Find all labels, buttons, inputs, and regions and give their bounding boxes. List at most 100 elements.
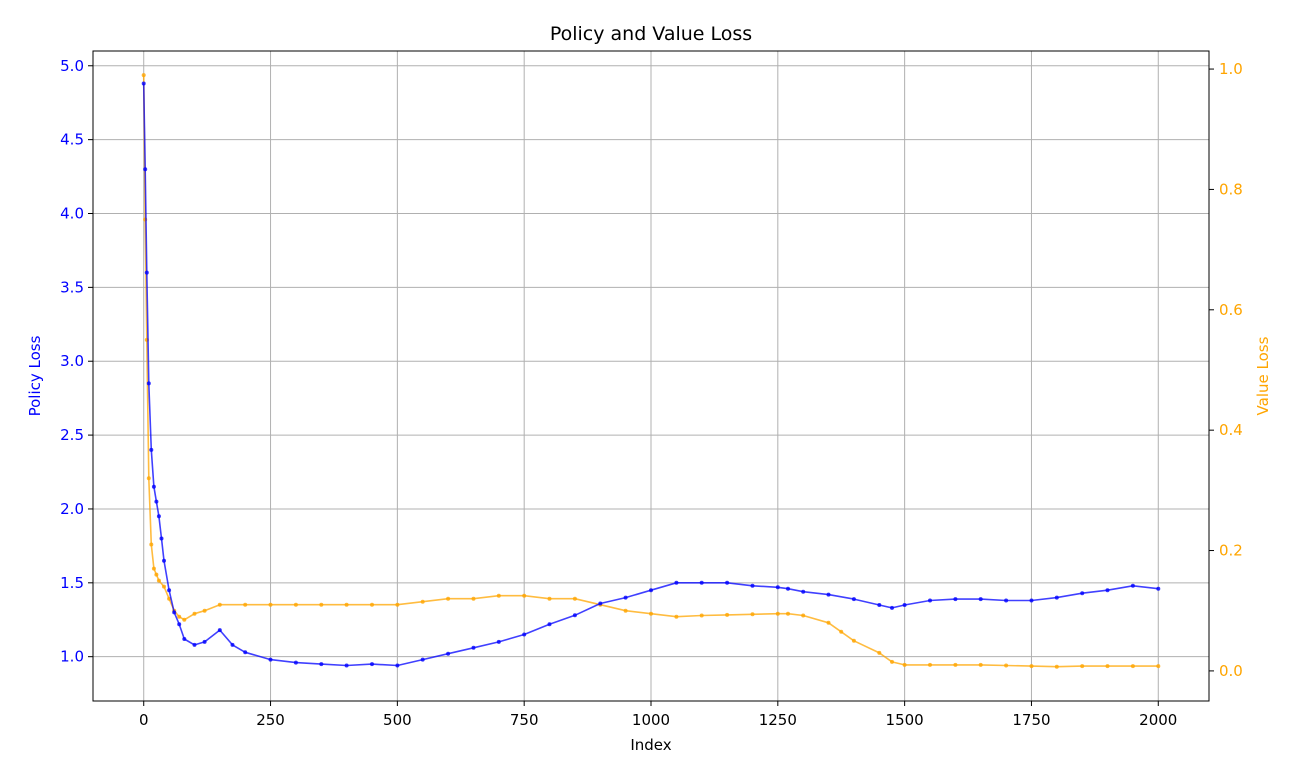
data-point	[725, 612, 730, 617]
left-tick-label: 5.0	[60, 57, 84, 75]
data-point	[446, 596, 451, 601]
data-point	[522, 632, 527, 637]
data-point	[1130, 583, 1135, 588]
data-point	[978, 662, 983, 667]
x-tick-label: 1000	[632, 711, 670, 729]
data-point	[144, 270, 149, 275]
data-point	[826, 592, 831, 597]
data-point	[877, 603, 882, 607]
x-tick-label: 0	[139, 711, 149, 729]
data-point	[182, 637, 187, 641]
data-point	[156, 578, 161, 583]
data-point	[522, 593, 527, 598]
data-point	[1054, 595, 1059, 600]
data-point	[547, 596, 552, 601]
left-tick-label: 1.0	[60, 648, 84, 666]
data-point	[1105, 588, 1110, 593]
chart-title: Policy and Value Loss	[550, 23, 752, 45]
data-point	[902, 662, 907, 667]
data-point	[151, 484, 156, 489]
data-point	[1080, 664, 1085, 669]
left-axis-ticks: 1.0 1.5 2.0 2.5 3.0 3.5 4.0 4.5 5.0	[60, 57, 93, 666]
x-tick-label: 1500	[886, 711, 924, 729]
data-point	[151, 566, 156, 571]
data-point	[192, 642, 197, 647]
data-point	[572, 596, 577, 601]
left-tick-label: 2.5	[60, 426, 84, 444]
data-point	[725, 580, 730, 585]
data-point	[182, 617, 187, 622]
data-point	[192, 611, 197, 616]
data-point	[243, 650, 248, 655]
data-point	[826, 620, 831, 625]
data-point	[547, 622, 552, 627]
data-point	[154, 572, 159, 577]
data-point	[1054, 664, 1059, 669]
data-point	[1004, 598, 1009, 603]
data-point	[319, 662, 324, 667]
data-point	[344, 602, 349, 607]
data-point	[978, 597, 983, 602]
data-point	[420, 657, 425, 662]
data-point	[293, 602, 298, 607]
data-point	[149, 542, 154, 547]
data-point	[1105, 664, 1110, 669]
x-tick-label: 500	[383, 711, 412, 729]
data-point	[141, 81, 146, 86]
data-point	[1004, 663, 1009, 668]
data-point	[146, 476, 151, 481]
data-point	[572, 613, 577, 618]
data-point	[230, 642, 235, 647]
data-point	[953, 662, 958, 667]
data-point	[928, 662, 932, 667]
data-point	[293, 660, 298, 665]
data-point	[1029, 598, 1034, 603]
left-axis-label: Policy Loss	[26, 335, 44, 416]
policy-loss-series	[141, 81, 1161, 668]
x-axis-ticks: 0 250 500 750 1000 1250 1500 1750 2000	[139, 701, 1177, 729]
data-point	[202, 608, 207, 613]
data-point	[1156, 664, 1161, 669]
data-point	[496, 639, 501, 644]
x-tick-label: 1750	[1012, 711, 1050, 729]
data-point	[268, 602, 273, 607]
x-tick-label: 250	[256, 711, 285, 729]
data-point	[420, 599, 425, 604]
x-tick-label: 2000	[1139, 711, 1177, 729]
data-point	[172, 610, 177, 615]
data-point	[243, 602, 248, 607]
data-point	[1029, 664, 1034, 669]
data-point	[319, 602, 324, 607]
right-tick-label: 0.2	[1219, 542, 1243, 560]
right-axis-label: Value Loss	[1254, 336, 1272, 415]
data-point	[395, 602, 400, 607]
data-point	[1130, 664, 1135, 669]
left-tick-label: 2.0	[60, 500, 84, 518]
data-point	[143, 167, 148, 172]
data-point	[141, 73, 146, 78]
data-point	[149, 447, 154, 452]
left-tick-label: 3.5	[60, 278, 84, 296]
data-point	[177, 622, 182, 627]
data-point	[162, 558, 166, 563]
data-point	[786, 586, 790, 591]
data-point	[953, 597, 958, 602]
data-point	[786, 611, 790, 616]
data-point	[801, 613, 806, 618]
data-point	[877, 650, 882, 655]
right-tick-label: 0.0	[1219, 662, 1243, 680]
data-point	[649, 588, 653, 593]
data-point	[496, 593, 501, 598]
data-point	[750, 583, 755, 588]
data-point	[162, 584, 166, 589]
data-point	[202, 639, 207, 644]
data-point	[902, 603, 907, 607]
data-point	[471, 645, 476, 650]
data-point	[370, 602, 374, 607]
data-point	[839, 629, 844, 634]
data-point	[699, 613, 704, 618]
data-point	[699, 580, 704, 585]
data-point	[851, 638, 856, 643]
